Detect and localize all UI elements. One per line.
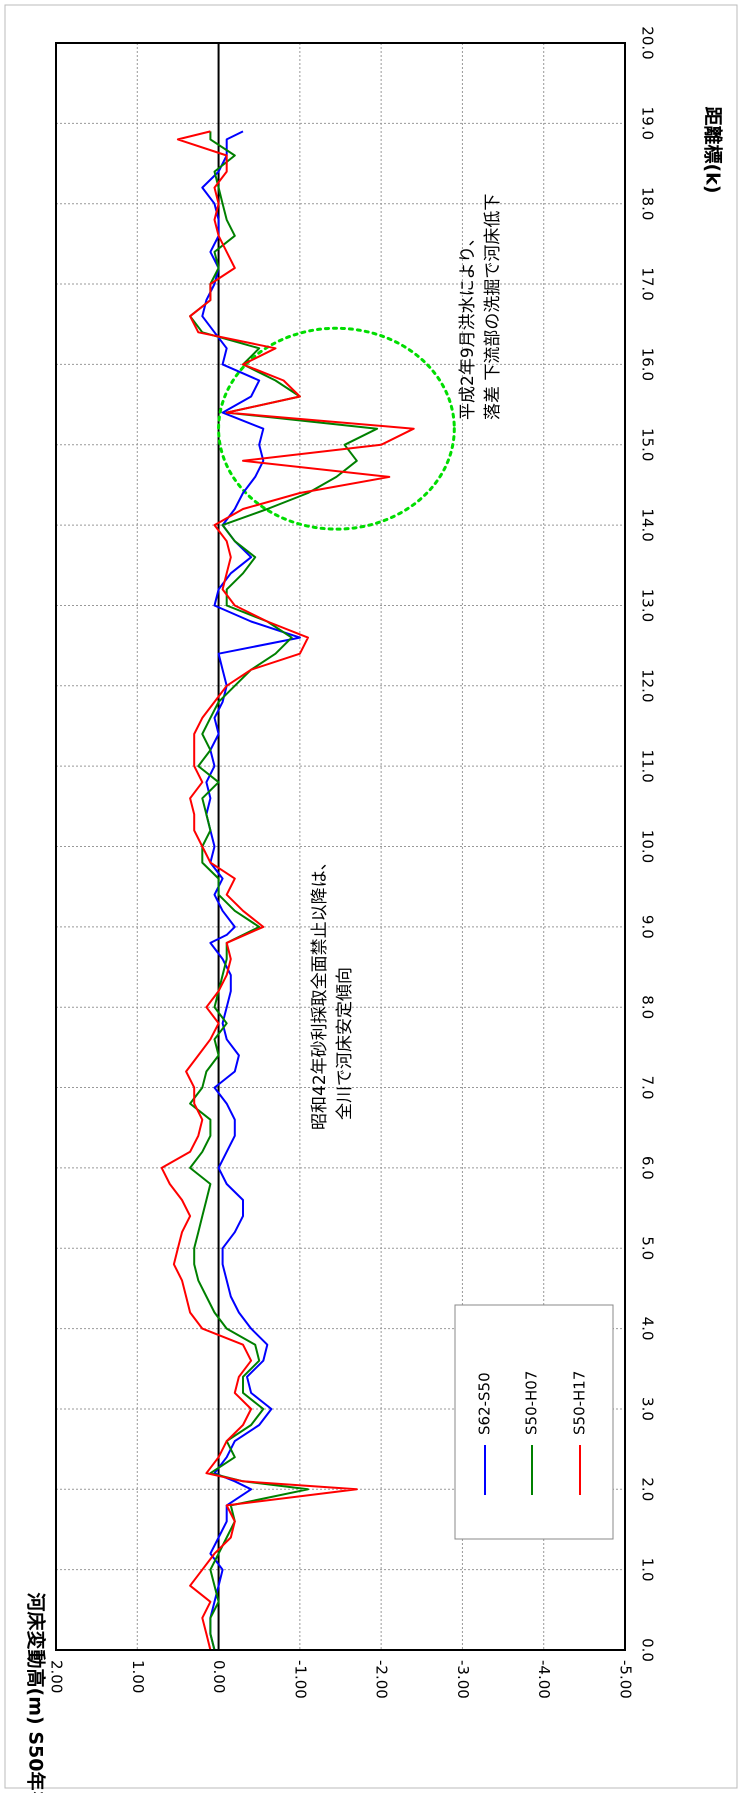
x-tick-label-15: 15.0 xyxy=(639,428,657,461)
x-tick-label-6: 6.0 xyxy=(639,1156,657,1180)
legend: S62-S50 S50-H07 S50-H17 xyxy=(454,1304,614,1540)
y-tick-label-3: -1.00 xyxy=(291,1660,309,1699)
x-tick-label-16: 16.0 xyxy=(639,348,657,381)
x-tick-label-2: 2.0 xyxy=(639,1477,657,1501)
legend-label-s50-h07: S50-H07 xyxy=(523,1371,541,1435)
x-tick-labels: 0.0 1.0 2.0 3.0 4.0 5.0 6.0 7.0 8.0 9.0 10.0 11.0 12… xyxy=(639,26,657,1662)
legend-label-s62-s50: S62-S50 xyxy=(476,1372,494,1435)
x-tick-label-3: 3.0 xyxy=(639,1397,657,1421)
series-lines xyxy=(160,130,415,1651)
highlight-circle-ellipse xyxy=(217,326,456,531)
annotation-2-line-1: 平成2年9月洪水により、 xyxy=(458,229,478,420)
annotation-1-line-2: 全川で河床安定傾向 xyxy=(335,967,355,1120)
x-tick-label-1: 1.0 xyxy=(639,1558,657,1582)
x-tick-label-9: 9.0 xyxy=(639,915,657,939)
x-tick-label-7: 7.0 xyxy=(639,1076,657,1100)
x-tick-label-19: 19.0 xyxy=(639,107,657,140)
y-tick-label-5: -3.00 xyxy=(454,1660,472,1699)
highlight-circle xyxy=(217,326,456,531)
chart-outer-border xyxy=(4,4,738,1789)
y-tick-label-1: 1.00 xyxy=(129,1660,147,1693)
legend-box xyxy=(454,1304,614,1540)
y-tick-label-4: -2.00 xyxy=(373,1660,391,1699)
x-tick-label-14: 14.0 xyxy=(639,508,657,541)
annotation-2-line-2: 落差 下流部の洗掘で河床低下 xyxy=(483,194,503,420)
x-tick-label-10: 10.0 xyxy=(639,830,657,863)
x-tick-label-5: 5.0 xyxy=(639,1236,657,1260)
x-tick-label-13: 13.0 xyxy=(639,589,657,622)
x-tick-label-4: 4.0 xyxy=(639,1317,657,1341)
y-axis-label: 河床変動高(m) S50年を基準 xyxy=(25,1593,48,1793)
series-line-s50-h07 xyxy=(189,131,379,1651)
y-tick-label-6: -4.00 xyxy=(535,1660,553,1699)
annotation-1-line-1: 昭和42年砂利採取全面禁止以降は、 xyxy=(310,853,330,1130)
legend-label-s50-h17: S50-H17 xyxy=(571,1371,589,1435)
x-tick-label-0: 0.0 xyxy=(639,1638,657,1662)
series-line-s62-s50 xyxy=(201,130,301,1651)
y-tick-label-7: -5.00 xyxy=(617,1660,635,1699)
series-line-s50-h17 xyxy=(160,130,415,1651)
x-tick-label-11: 11.0 xyxy=(639,749,657,782)
y-tick-label-0: 2.00 xyxy=(48,1660,66,1693)
x-tick-label-18: 18.0 xyxy=(639,187,657,220)
x-tick-label-12: 12.0 xyxy=(639,669,657,702)
x-axis-label: 距離標(k) xyxy=(702,106,725,193)
y-tick-labels: 2.00 1.00 0.00 -1.00 -2.00 -3.00 -4.00 -5.00 xyxy=(48,1660,635,1699)
y-tick-label-2: 0.00 xyxy=(210,1660,228,1693)
plot-area-border xyxy=(55,42,626,1651)
x-tick-label-20: 20.0 xyxy=(639,26,657,59)
gridlines xyxy=(55,42,626,1651)
x-tick-label-8: 8.0 xyxy=(639,995,657,1019)
x-tick-label-17: 17.0 xyxy=(639,267,657,300)
